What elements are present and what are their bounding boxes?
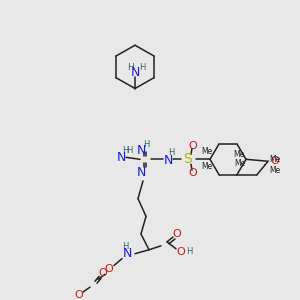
- Text: Me: Me: [233, 150, 244, 159]
- Text: S: S: [184, 152, 192, 166]
- Text: O: O: [271, 156, 279, 166]
- Text: N: N: [136, 166, 146, 178]
- Text: N: N: [116, 151, 126, 164]
- Text: H: H: [126, 146, 132, 155]
- Text: O: O: [177, 247, 185, 257]
- Text: O: O: [189, 140, 197, 151]
- Text: N: N: [136, 144, 146, 157]
- Text: H: H: [143, 140, 149, 149]
- Text: N: N: [163, 154, 173, 167]
- Text: H: H: [168, 148, 174, 157]
- Text: O: O: [189, 168, 197, 178]
- Text: Me: Me: [269, 167, 281, 176]
- Text: N: N: [130, 66, 140, 79]
- Text: O: O: [99, 268, 107, 278]
- Text: Me: Me: [269, 154, 281, 164]
- Text: H: H: [127, 63, 134, 72]
- Text: Me: Me: [234, 159, 246, 168]
- Text: Me: Me: [201, 147, 213, 156]
- Text: O: O: [172, 229, 182, 239]
- Text: H: H: [122, 146, 128, 155]
- Text: O: O: [105, 264, 113, 274]
- Text: H: H: [139, 63, 145, 72]
- Text: O: O: [75, 290, 83, 300]
- Text: Me: Me: [201, 162, 213, 171]
- Text: H: H: [122, 242, 128, 251]
- Text: N: N: [122, 247, 132, 260]
- Text: H: H: [186, 247, 192, 256]
